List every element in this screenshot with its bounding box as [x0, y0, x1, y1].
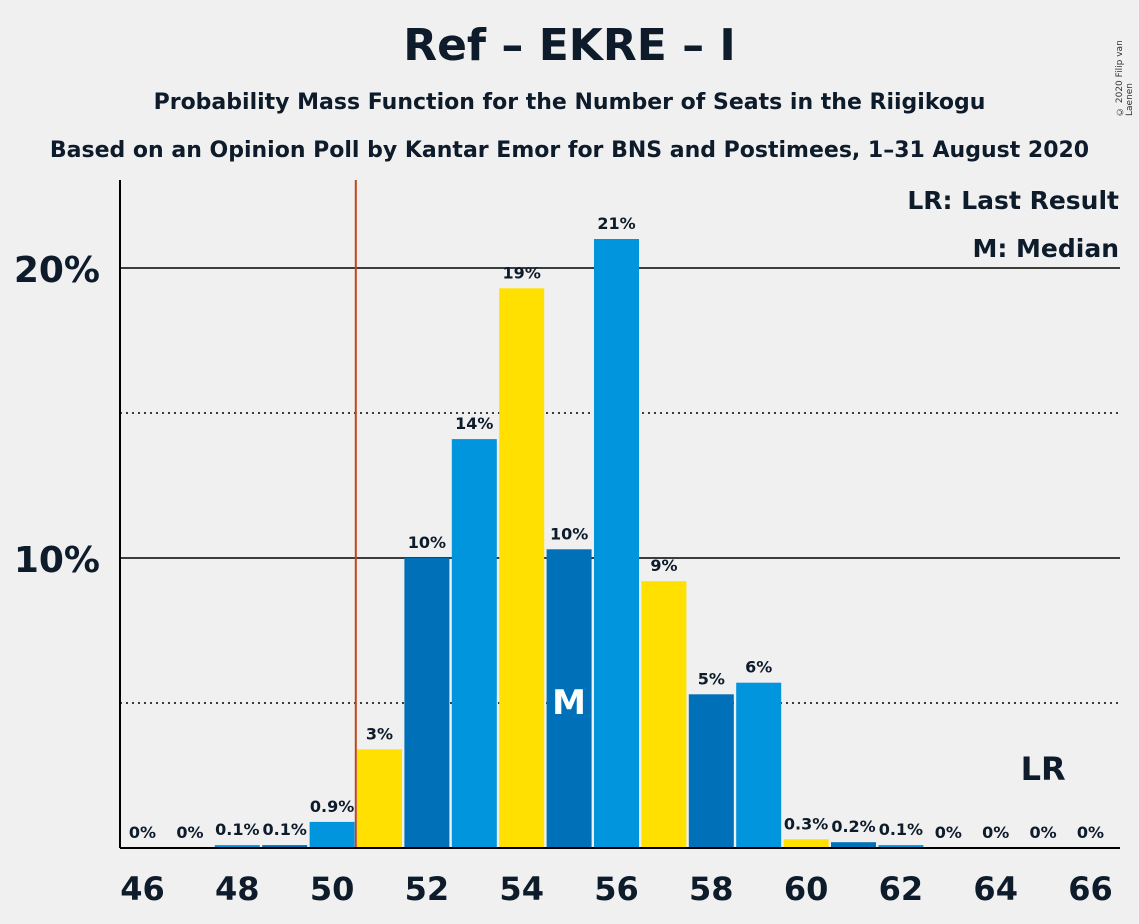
x-tick-label: 52 — [405, 870, 450, 908]
legend-last-result: LR: Last Result — [907, 186, 1119, 215]
data-label: 0% — [1077, 823, 1104, 842]
data-label: 9% — [650, 556, 677, 575]
chart-subtitle: Probability Mass Function for the Number… — [153, 90, 986, 115]
x-tick-label: 48 — [215, 870, 260, 908]
x-tick-label: 56 — [594, 870, 639, 908]
data-label: 6% — [745, 658, 772, 677]
chart-title: Ref – EKRE – I — [403, 20, 736, 71]
chart-source: Based on an Opinion Poll by Kantar Emor … — [49, 138, 1090, 163]
x-tick-label: 64 — [973, 870, 1018, 908]
bar-seat-61 — [831, 842, 876, 848]
bar-seat-50 — [309, 821, 355, 848]
data-label: 14% — [455, 414, 493, 433]
data-label: 0.1% — [263, 820, 307, 839]
last-result-marker: LR — [1021, 750, 1066, 788]
data-label: 0.1% — [215, 820, 259, 839]
legend-median: M: Median — [972, 234, 1119, 263]
data-label: 0% — [982, 823, 1009, 842]
bar-seat-48 — [214, 845, 260, 848]
bar-seat-54 — [499, 288, 545, 848]
data-label: 0% — [1030, 823, 1057, 842]
data-label: 5% — [698, 669, 725, 688]
data-label: 19% — [503, 263, 541, 282]
x-tick-label: 62 — [879, 870, 924, 908]
bar-seat-57 — [641, 581, 687, 848]
bar-seat-52 — [404, 558, 450, 848]
data-label: 0.1% — [879, 820, 923, 839]
data-label: 0.2% — [831, 817, 875, 836]
x-tick-label: 60 — [784, 870, 829, 908]
bar-seat-59 — [736, 682, 782, 848]
bar-seat-49 — [262, 845, 308, 848]
y-tick-label: 20% — [14, 250, 100, 291]
bar-seat-62 — [878, 845, 924, 848]
bar-seat-55 — [546, 549, 592, 848]
y-tick-label: 10% — [14, 540, 100, 581]
x-tick-label: 54 — [499, 870, 544, 908]
data-label: 0% — [935, 823, 962, 842]
data-label: 10% — [408, 533, 446, 552]
data-label: 0% — [176, 823, 203, 842]
bar-seat-58 — [688, 694, 734, 848]
bar-seat-53 — [451, 439, 497, 848]
data-label: 0.3% — [784, 814, 828, 833]
data-label: 10% — [550, 524, 588, 543]
data-label: 3% — [366, 724, 393, 743]
data-label: 0.9% — [310, 797, 354, 816]
bar-seat-51 — [357, 749, 402, 848]
bar-seat-60 — [783, 839, 829, 848]
x-tick-label: 46 — [120, 870, 165, 908]
bar-seat-56 — [594, 239, 639, 848]
x-tick-label: 50 — [310, 870, 355, 908]
x-tick-label: 58 — [689, 870, 734, 908]
x-tick-label: 66 — [1068, 870, 1113, 908]
data-label: 21% — [597, 214, 635, 233]
data-label: 0% — [129, 823, 156, 842]
median-marker: M — [552, 683, 586, 723]
